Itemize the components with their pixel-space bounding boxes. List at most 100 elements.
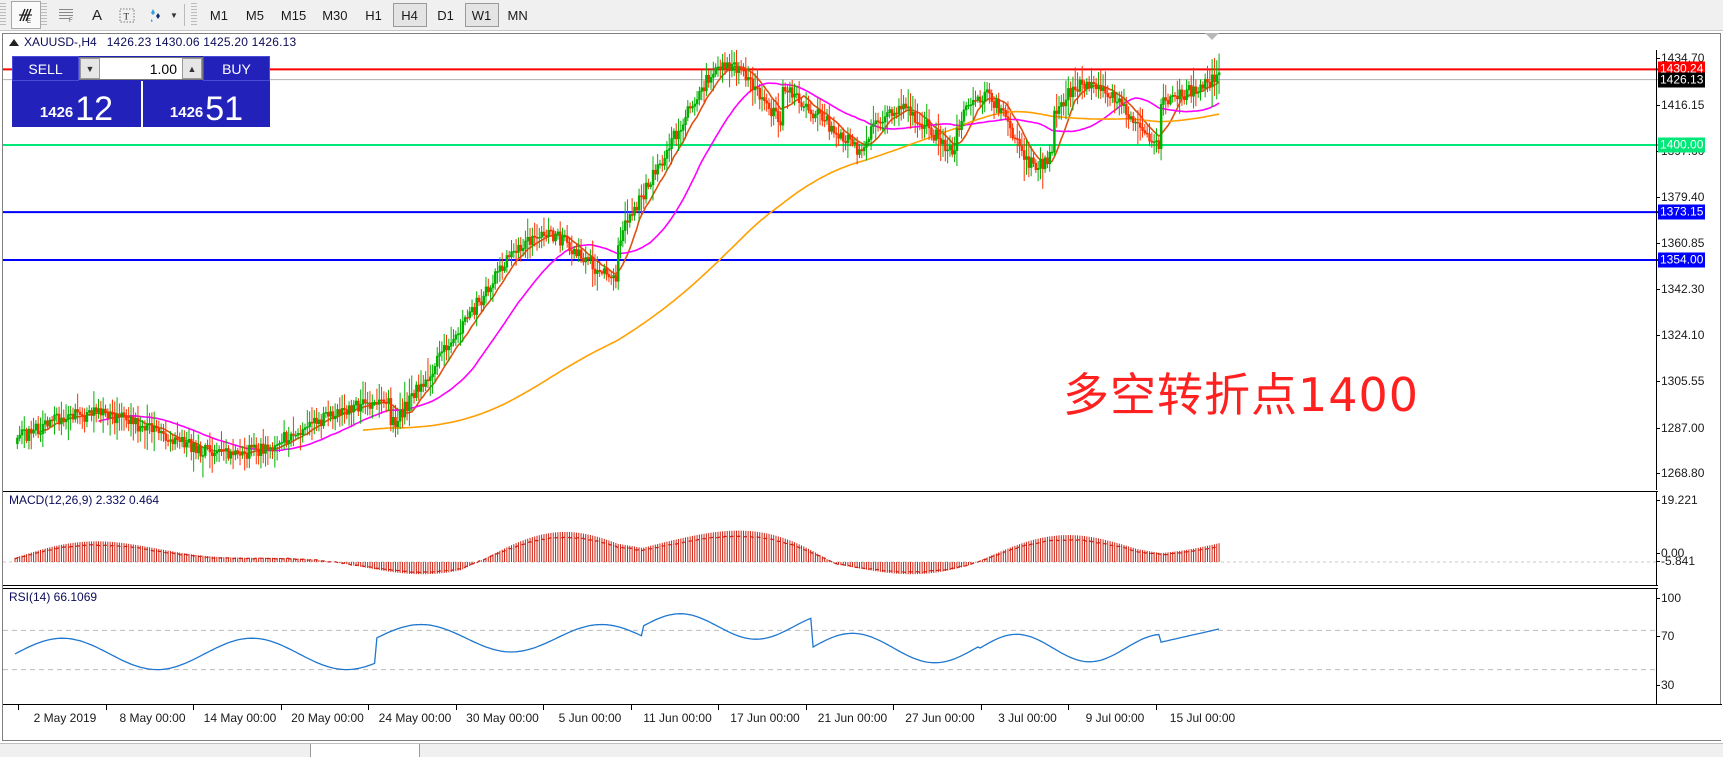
- time-tick: 5 Jun 00:00: [558, 711, 622, 725]
- price-tick: 1342.30: [1656, 282, 1705, 297]
- period-d1[interactable]: D1: [437, 7, 454, 23]
- chart-scroll-caret-icon[interactable]: [1205, 33, 1219, 40]
- time-tick: 27 Jun 00:00: [905, 711, 975, 725]
- ma-slow: [362, 110, 1220, 431]
- price-chart-svg: [3, 50, 1658, 478]
- macd-tick: 19.221: [1657, 493, 1698, 507]
- buy-price-display[interactable]: 1426 51: [141, 81, 270, 127]
- price-scale[interactable]: 1434.701416.151397.601379.401360.851342.…: [1656, 50, 1720, 490]
- support-line-label-1400: 1400.00: [1658, 137, 1706, 153]
- period-w1[interactable]: W1: [464, 3, 499, 27]
- rsi-label: RSI(14) 66.1069: [9, 590, 98, 604]
- ma-mid: [98, 82, 1220, 452]
- volume-increment-icon[interactable]: ▲: [182, 58, 202, 79]
- time-tick-mark: [1068, 705, 1069, 710]
- macd-histogram: [14, 530, 1220, 575]
- price-tick: 1416.15: [1656, 97, 1705, 112]
- objects-dropdown-caret-icon[interactable]: ▼: [170, 10, 178, 20]
- level-line-label-1373: 1373.15: [1658, 204, 1706, 220]
- time-tick-mark: [193, 705, 194, 710]
- price-tick: 1268.80: [1656, 466, 1705, 480]
- text-tool-icon[interactable]: A: [91, 6, 102, 24]
- period-mn[interactable]: MN: [507, 7, 528, 23]
- rsi-chart-svg: [3, 613, 1658, 671]
- rsi-pane[interactable]: RSI(14) 66.1069: [3, 588, 1658, 704]
- text-label-icon[interactable]: T: [112, 1, 142, 29]
- period-m30[interactable]: M30: [322, 7, 348, 23]
- chart-expert-icon[interactable]: E: [11, 1, 41, 29]
- sell-price-display[interactable]: 1426 12: [12, 81, 141, 127]
- period-m1[interactable]: M1: [209, 7, 228, 23]
- level-line-label-1354: 1354.00: [1658, 252, 1706, 268]
- bid-price-label: 1426.13: [1658, 72, 1706, 88]
- price-tick: 1324.10: [1656, 327, 1705, 342]
- time-tick: 17 Jun 00:00: [730, 711, 800, 725]
- objects-icon[interactable]: [142, 1, 172, 29]
- period-h1[interactable]: H1: [365, 7, 382, 23]
- toolbar-grip-2[interactable]: [41, 3, 47, 27]
- macd-label: MACD(12,26,9) 2.332 0.464: [9, 493, 160, 507]
- period-m15[interactable]: M15: [280, 7, 307, 23]
- collapse-triangle-icon[interactable]: [9, 38, 19, 46]
- volume-decrement-icon[interactable]: ▼: [80, 58, 100, 79]
- rsi-tick: 70: [1656, 629, 1675, 643]
- time-tick-mark: [455, 705, 457, 710]
- toolbar-divider: [183, 4, 185, 26]
- time-tick: 3 Jul 00:00: [998, 711, 1057, 725]
- one-click-trading-panel[interactable]: SELL ▼ 1.00 ▲ BUY 1426 12 1426 51: [12, 56, 270, 127]
- grid-icon[interactable]: F: [52, 1, 82, 29]
- time-tick-mark: [805, 705, 807, 710]
- chart-tab[interactable]: [310, 744, 420, 757]
- price-tick: 1360.85: [1656, 235, 1705, 250]
- time-tick-mark: [893, 705, 894, 710]
- sell-button[interactable]: SELL: [12, 56, 79, 81]
- svg-text:F: F: [69, 18, 73, 23]
- sell-price-pips: 12: [75, 90, 114, 128]
- chart-annotation-text: 多空转折点1400: [1063, 368, 1420, 422]
- price-tick: 1305.55: [1656, 374, 1705, 389]
- symbol-info-bar: XAUUSD-,H4 1426.23 1430.06 1425.20 1426.…: [3, 34, 1720, 50]
- time-tick-mark: [368, 705, 369, 710]
- price-tick: 1434.70: [1656, 51, 1705, 66]
- time-tick-mark: [18, 705, 19, 710]
- trade-panel-price-row: 1426 12 1426 51: [12, 81, 270, 127]
- rsi-tick: 30: [1656, 678, 1675, 692]
- symbol-name: XAUUSD-,H4: [24, 35, 97, 49]
- time-tick: 21 Jun 00:00: [817, 711, 888, 725]
- rsi-tick: 100: [1656, 591, 1682, 605]
- price-tick: 1379.40: [1656, 189, 1705, 204]
- macd-pane[interactable]: MACD(12,26,9) 2.332 0.464: [3, 491, 1658, 586]
- rsi-scale: 100 70 30: [1656, 588, 1720, 704]
- time-tick-mark: [1155, 705, 1157, 710]
- buy-button[interactable]: BUY: [203, 56, 270, 81]
- candlestick-series: [16, 50, 1221, 478]
- time-tick: 11 Jun 00:00: [643, 711, 712, 725]
- price-plot-area[interactable]: [3, 50, 1658, 490]
- period-h4[interactable]: H4: [392, 3, 427, 27]
- time-tick-mark: [105, 705, 107, 710]
- time-tick-mark: [280, 705, 282, 710]
- svg-text:E: E: [27, 19, 31, 24]
- time-tick: 24 May 00:00: [378, 711, 452, 725]
- time-tick: 8 May 00:00: [119, 711, 186, 725]
- time-scale[interactable]: 2 May 2019 8 May 00:00 14 May 00:00 20 May …: [3, 704, 1722, 740]
- macd-signal-line: [14, 535, 1220, 574]
- trade-panel-top-row: SELL ▼ 1.00 ▲ BUY: [12, 56, 270, 81]
- symbol-ohlc-values: 1426.23 1430.06 1425.20 1426.13: [106, 35, 297, 49]
- buy-price-pips: 51: [205, 90, 244, 128]
- macd-tick: -5.841: [1656, 554, 1696, 568]
- status-bar: [0, 743, 1723, 757]
- toolbar-grip-3[interactable]: [190, 3, 197, 27]
- svg-text:T: T: [124, 11, 130, 21]
- buy-price-prefix: 1426: [169, 104, 204, 121]
- toolbar-grip-1[interactable]: [0, 3, 6, 27]
- price-tick: 1287.00: [1656, 420, 1705, 435]
- time-tick-mark: [718, 705, 719, 710]
- time-tick-mark: [980, 705, 982, 710]
- volume-input[interactable]: 1.00: [100, 58, 182, 79]
- macd-chart-svg: [3, 530, 1658, 575]
- volume-stepper[interactable]: ▼ 1.00 ▲: [79, 57, 203, 80]
- period-m5[interactable]: M5: [245, 7, 264, 23]
- macd-scale: 19.221 0.00 -5.841: [1656, 491, 1720, 586]
- time-tick: 2 May 2019: [33, 711, 97, 725]
